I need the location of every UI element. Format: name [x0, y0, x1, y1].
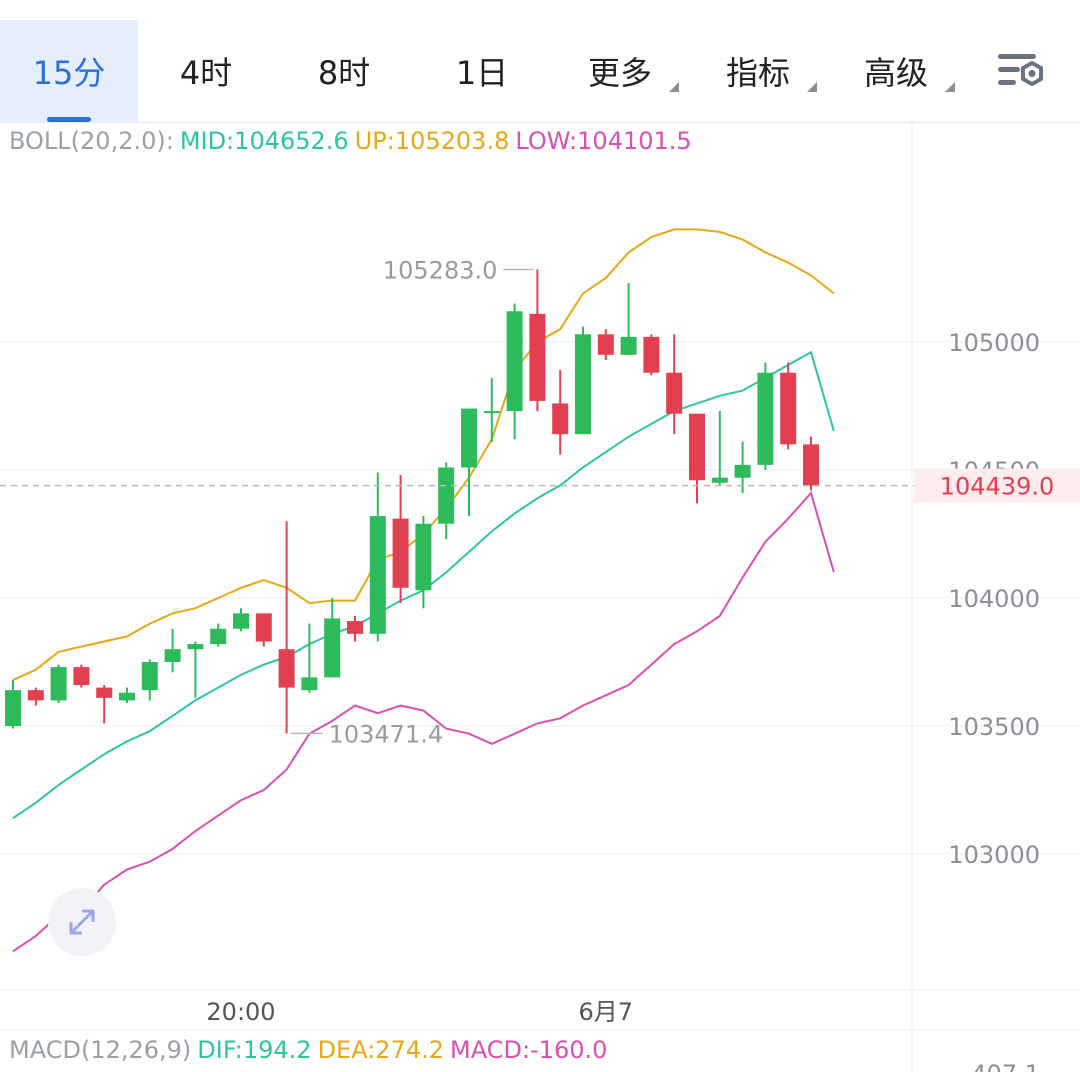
- tab-8h[interactable]: 8时: [275, 20, 413, 122]
- candle-down: [803, 444, 819, 486]
- y-tick-label: 103000: [948, 841, 1040, 869]
- candle-up: [369, 516, 386, 634]
- candle-down: [643, 336, 660, 373]
- boll-legend[interactable]: BOLL(20,2.0): MID:104652.6 UP:105203.8 LOW:…: [9, 127, 698, 155]
- candle-up: [438, 467, 455, 524]
- candle-up: [50, 667, 67, 701]
- candle-down: [27, 690, 44, 701]
- dropdown-corner-icon: [945, 82, 955, 92]
- candle-down: [278, 649, 295, 688]
- candle-up: [415, 523, 432, 591]
- candle-up: [233, 613, 249, 629]
- candle-down: [689, 413, 705, 481]
- dropdown-corner-icon: [669, 82, 679, 92]
- candle-down: [255, 613, 272, 642]
- tab-4h[interactable]: 4时: [137, 20, 275, 122]
- candle-down: [347, 621, 363, 634]
- chart-settings-button[interactable]: [994, 50, 1048, 96]
- candle-down: [552, 403, 569, 435]
- candle-down: [73, 667, 90, 686]
- candle-up: [119, 692, 135, 701]
- boll-upper-line: [12, 228, 835, 681]
- candle-up: [506, 311, 523, 412]
- y-tick-label: 103500: [948, 713, 1040, 741]
- tab-indicators-dropdown[interactable]: 指标: [689, 20, 827, 122]
- candle-down: [597, 334, 614, 355]
- boll-lower-line: [12, 490, 835, 953]
- candle-up: [757, 372, 774, 465]
- low-price-annotation: 103471.4: [329, 720, 444, 748]
- candle-down: [666, 372, 683, 414]
- macd-label: MACD(12,26,9): [9, 1036, 192, 1064]
- candle-up: [461, 408, 477, 468]
- tab-label: 4时: [179, 54, 233, 92]
- candle-up: [5, 690, 21, 726]
- candle-up: [734, 464, 751, 478]
- candle-down: [780, 372, 797, 445]
- macd-value: MACD:-160.0: [450, 1036, 608, 1064]
- x-tick-label: 20:00: [206, 998, 275, 1026]
- candle-down: [96, 687, 113, 698]
- macd-dea-value: DEA:274.2: [317, 1036, 445, 1064]
- active-tab-indicator: [47, 117, 91, 122]
- tab-15min[interactable]: 15分: [0, 20, 138, 122]
- high-price-annotation: 105283.0: [383, 257, 498, 285]
- tab-label: 8时: [317, 54, 371, 92]
- tab-label: 指标: [725, 54, 790, 92]
- price-chart[interactable]: 10300010350010400010450010500020:006月710…: [0, 122, 1080, 1072]
- candle-up: [301, 677, 318, 691]
- fullscreen-button[interactable]: [48, 888, 116, 956]
- macd-dif-value: DIF:194.2: [197, 1036, 312, 1064]
- candle-up: [483, 411, 500, 414]
- tab-label: 高级: [863, 54, 928, 92]
- candle-down: [529, 313, 546, 401]
- timeframe-tab-bar: 15分 4时 8时 1日 更多 指标 高级: [0, 0, 1080, 123]
- candle-up: [164, 649, 181, 662]
- boll-low-value: LOW:104101.5: [515, 127, 692, 155]
- x-tick-label: 6月7: [579, 998, 634, 1026]
- candle-up: [324, 618, 341, 678]
- tab-more-dropdown[interactable]: 更多: [551, 20, 689, 122]
- candle-up: [187, 644, 204, 650]
- expand-arrows-icon: [69, 909, 95, 935]
- y-tick-label: 104000: [948, 585, 1040, 613]
- current-price-tag: [914, 468, 1080, 503]
- boll-mid-value: MID:104652.6: [179, 127, 349, 155]
- macd-axis-label: 407.1: [971, 1060, 1040, 1072]
- candle-up: [620, 336, 637, 355]
- boll-up-value: UP:105203.8: [354, 127, 510, 155]
- candle-up: [575, 334, 591, 435]
- candle-up: [210, 628, 227, 645]
- chart-settings-icon: [998, 54, 1043, 87]
- dropdown-corner-icon: [807, 82, 817, 92]
- tab-label: 1日: [455, 54, 509, 92]
- boll-label: BOLL(20,2.0):: [9, 127, 174, 155]
- y-tick-label: 105000: [948, 329, 1040, 357]
- macd-legend[interactable]: MACD(12,26,9) DIF:194.2 DEA:274.2 MACD:-160…: [9, 1036, 613, 1064]
- tab-label: 更多: [587, 54, 652, 92]
- tab-advanced-dropdown[interactable]: 高级: [827, 20, 965, 122]
- current-price-label: 104439.0: [940, 473, 1055, 501]
- candle-down: [392, 518, 409, 588]
- candle-up: [711, 477, 728, 483]
- tab-label: 15分: [32, 54, 106, 92]
- candle-up: [141, 662, 158, 691]
- tab-1d[interactable]: 1日: [413, 20, 551, 122]
